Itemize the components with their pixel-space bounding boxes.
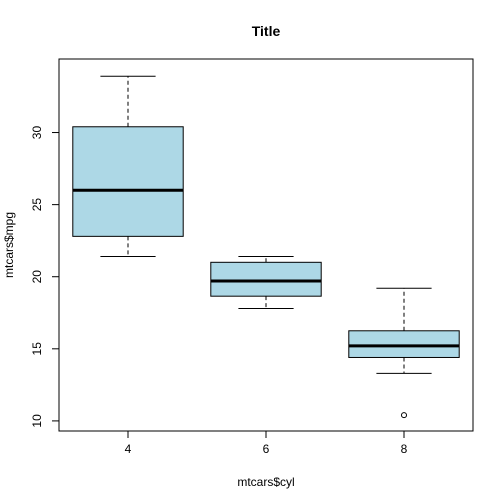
x-axis-label: mtcars$cyl xyxy=(237,475,294,489)
x-axis: 4 6 8 xyxy=(125,430,408,456)
y-tick-label: 15 xyxy=(30,342,44,356)
plot-frame xyxy=(58,58,474,432)
y-tick-label: 25 xyxy=(30,198,44,212)
x-tick-label: 6 xyxy=(263,442,270,456)
box-6 xyxy=(210,256,322,309)
boxes-group xyxy=(72,75,460,419)
chart-title: Title xyxy=(252,23,281,39)
x-tick-label: 8 xyxy=(401,442,408,456)
outlier-point xyxy=(401,412,407,419)
x-tick-label: 4 xyxy=(125,442,132,456)
y-tick-label: 30 xyxy=(30,126,44,140)
box-rect xyxy=(348,330,460,358)
box-4 xyxy=(72,75,184,258)
y-tick-label: 20 xyxy=(30,270,44,284)
box-rect xyxy=(210,261,322,297)
y-axis-label: mtcars$mpg xyxy=(2,212,16,278)
y-axis: 10 15 20 25 30 xyxy=(30,126,60,428)
box-rect xyxy=(72,126,184,237)
y-tick-label: 10 xyxy=(30,414,44,428)
box-8 xyxy=(348,287,460,419)
